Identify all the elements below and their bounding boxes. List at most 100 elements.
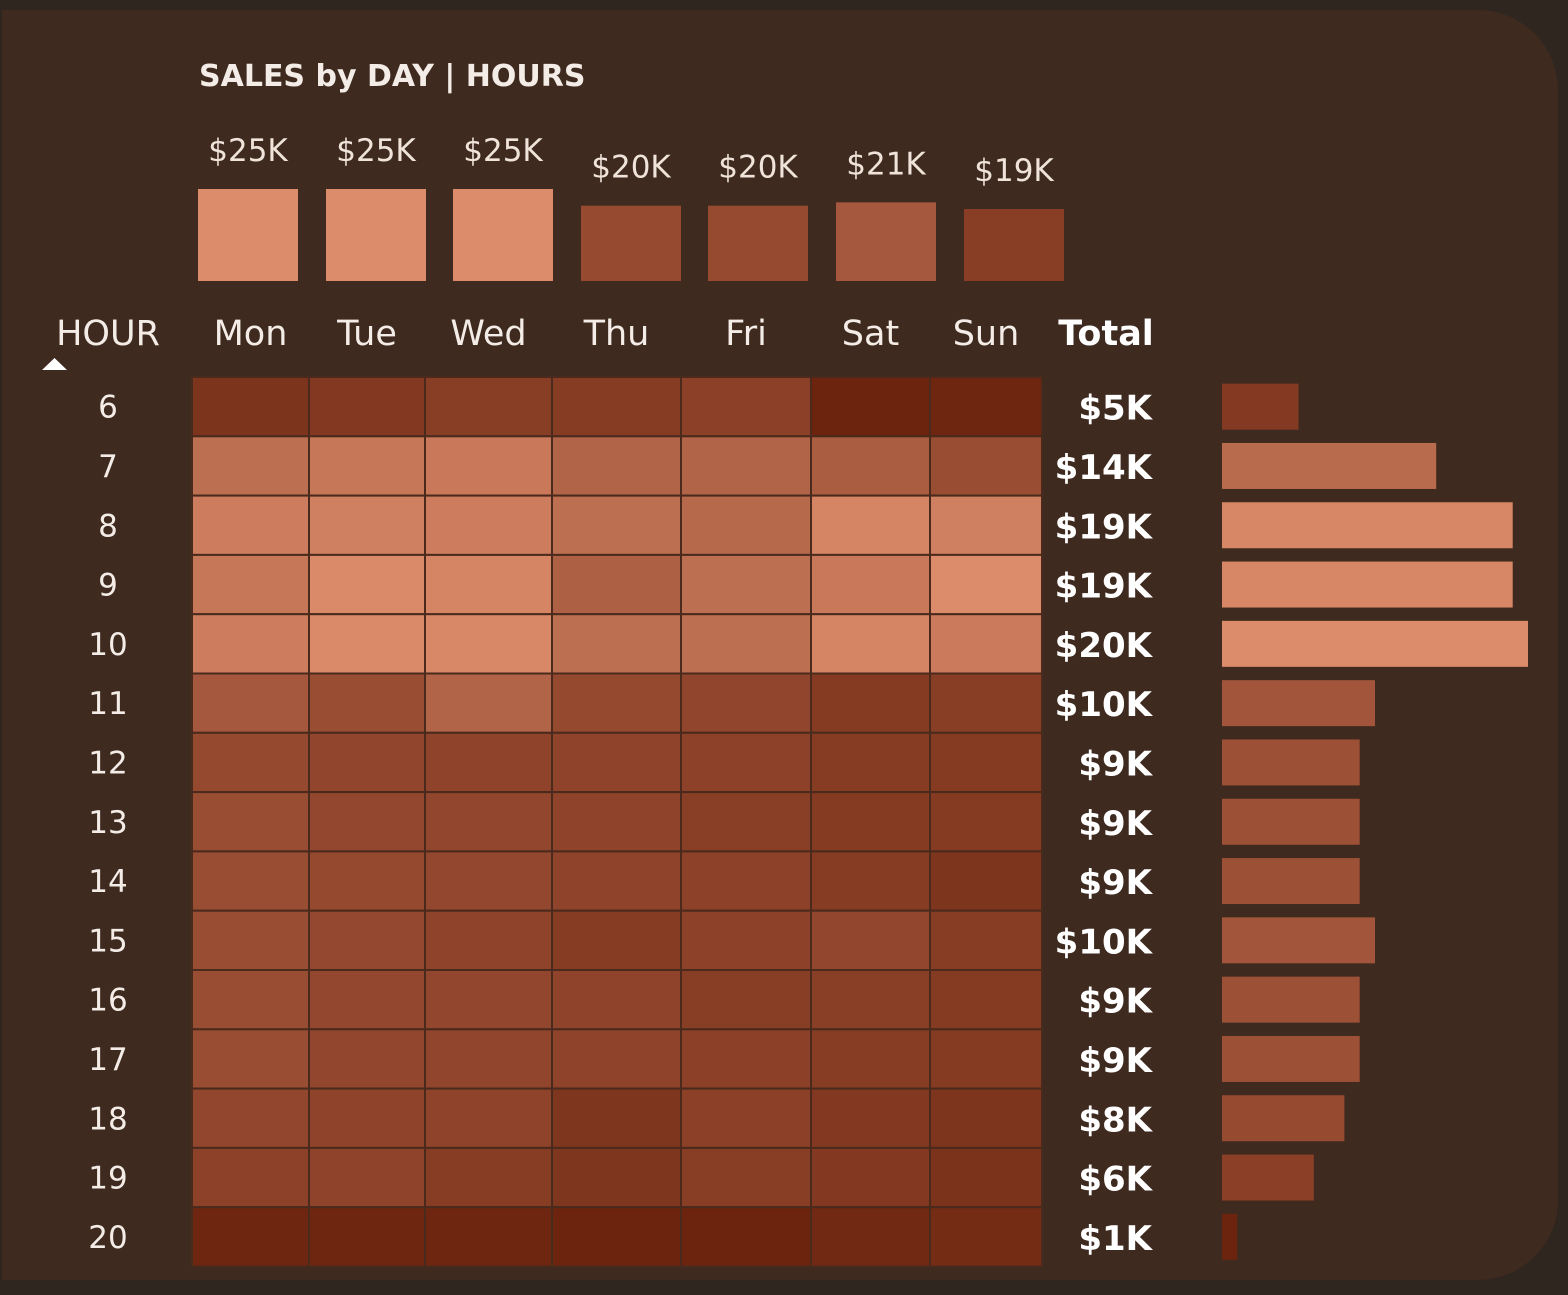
heatmap-cell-19-wed[interactable] xyxy=(424,1146,553,1209)
heatmap-cell-8-sun[interactable] xyxy=(929,494,1043,556)
heatmap-cell-17-tue[interactable] xyxy=(308,1028,426,1090)
heatmap-cell-16-tue[interactable] xyxy=(308,969,426,1031)
heatmap-cell-6-sat[interactable] xyxy=(810,376,931,438)
heatmap-cell-19-fri[interactable] xyxy=(680,1146,812,1209)
heatmap-cell-13-wed[interactable] xyxy=(424,791,553,853)
heatmap-cell-13-fri[interactable] xyxy=(680,791,812,853)
heatmap-cell-18-tue[interactable] xyxy=(308,1087,426,1149)
heatmap-cell-16-thu[interactable] xyxy=(551,969,682,1031)
heatmap-cell-8-wed[interactable] xyxy=(424,494,553,556)
heatmap-cell-9-tue[interactable] xyxy=(308,553,426,616)
heatmap-cell-8-sat[interactable] xyxy=(810,494,931,556)
heatmap-cell-10-thu[interactable] xyxy=(551,613,682,675)
heatmap-cell-11-sun[interactable] xyxy=(929,672,1043,734)
sort-ascending-icon[interactable] xyxy=(42,358,67,370)
heatmap-cell-14-tue[interactable] xyxy=(308,850,426,912)
heatmap-cell-19-mon[interactable] xyxy=(191,1146,310,1209)
heatmap-cell-20-mon[interactable] xyxy=(191,1206,310,1268)
heatmap-cell-13-sun[interactable] xyxy=(929,791,1043,853)
heatmap-cell-18-thu[interactable] xyxy=(551,1087,682,1149)
heatmap-cell-7-sun[interactable] xyxy=(929,435,1043,497)
heatmap-cell-12-fri[interactable] xyxy=(680,731,812,794)
heatmap-cell-11-mon[interactable] xyxy=(191,672,310,734)
heatmap-cell-12-sun[interactable] xyxy=(929,731,1043,794)
heatmap-cell-14-fri[interactable] xyxy=(680,850,812,912)
heatmap-cell-17-thu[interactable] xyxy=(551,1028,682,1090)
heatmap-cell-20-thu[interactable] xyxy=(551,1206,682,1268)
heatmap-cell-9-mon[interactable] xyxy=(191,553,310,616)
heatmap-cell-8-fri[interactable] xyxy=(680,494,812,556)
heatmap-cell-9-sun[interactable] xyxy=(929,553,1043,616)
heatmap-cell-6-fri[interactable] xyxy=(680,376,812,438)
heatmap-cell-11-sat[interactable] xyxy=(810,672,931,734)
heatmap-cell-18-fri[interactable] xyxy=(680,1087,812,1149)
hour-header[interactable]: HOUR xyxy=(56,314,160,354)
heatmap-cell-20-tue[interactable] xyxy=(308,1206,426,1268)
heatmap-cell-7-fri[interactable] xyxy=(680,435,812,497)
heatmap-cell-16-fri[interactable] xyxy=(680,969,812,1031)
heatmap-cell-13-thu[interactable] xyxy=(551,791,682,853)
heatmap-cell-13-tue[interactable] xyxy=(308,791,426,853)
heatmap-cell-17-sun[interactable] xyxy=(929,1028,1043,1090)
heatmap-cell-14-thu[interactable] xyxy=(551,850,682,912)
heatmap-cell-11-fri[interactable] xyxy=(680,672,812,734)
heatmap-cell-10-tue[interactable] xyxy=(308,613,426,675)
heatmap-cell-16-sat[interactable] xyxy=(810,969,931,1031)
heatmap-cell-11-wed[interactable] xyxy=(424,672,553,734)
heatmap-cell-9-wed[interactable] xyxy=(424,553,553,616)
heatmap-cell-7-tue[interactable] xyxy=(308,435,426,497)
heatmap-cell-15-tue[interactable] xyxy=(308,909,426,972)
heatmap-cell-6-mon[interactable] xyxy=(191,376,310,438)
heatmap-cell-15-thu[interactable] xyxy=(551,909,682,972)
heatmap-cell-13-sat[interactable] xyxy=(810,791,931,853)
heatmap-cell-15-sat[interactable] xyxy=(810,909,931,972)
heatmap-cell-17-fri[interactable] xyxy=(680,1028,812,1090)
heatmap-cell-15-fri[interactable] xyxy=(680,909,812,972)
heatmap-cell-7-mon[interactable] xyxy=(191,435,310,497)
heatmap-cell-7-wed[interactable] xyxy=(424,435,553,497)
heatmap-cell-16-sun[interactable] xyxy=(929,969,1043,1031)
heatmap-cell-10-mon[interactable] xyxy=(191,613,310,675)
heatmap-cell-11-thu[interactable] xyxy=(551,672,682,734)
heatmap-cell-14-wed[interactable] xyxy=(424,850,553,912)
heatmap-cell-14-mon[interactable] xyxy=(191,850,310,912)
heatmap-cell-14-sun[interactable] xyxy=(929,850,1043,912)
heatmap-cell-20-sun[interactable] xyxy=(929,1206,1043,1268)
heatmap-cell-12-mon[interactable] xyxy=(191,731,310,794)
heatmap-cell-10-sat[interactable] xyxy=(810,613,931,675)
heatmap-cell-16-wed[interactable] xyxy=(424,969,553,1031)
heatmap-cell-17-wed[interactable] xyxy=(424,1028,553,1090)
heatmap-cell-20-fri[interactable] xyxy=(680,1206,812,1268)
heatmap-cell-17-mon[interactable] xyxy=(191,1028,310,1090)
heatmap-cell-8-mon[interactable] xyxy=(191,494,310,556)
heatmap-cell-12-wed[interactable] xyxy=(424,731,553,794)
heatmap-cell-12-sat[interactable] xyxy=(810,731,931,794)
heatmap-cell-6-tue[interactable] xyxy=(308,376,426,438)
heatmap-cell-10-fri[interactable] xyxy=(680,613,812,675)
heatmap-cell-6-sun[interactable] xyxy=(929,376,1043,438)
heatmap-cell-9-thu[interactable] xyxy=(551,553,682,616)
heatmap-cell-10-wed[interactable] xyxy=(424,613,553,675)
heatmap-cell-18-mon[interactable] xyxy=(191,1087,310,1149)
heatmap-cell-9-fri[interactable] xyxy=(680,553,812,616)
heatmap-cell-9-sat[interactable] xyxy=(810,553,931,616)
heatmap-cell-12-tue[interactable] xyxy=(308,731,426,794)
heatmap-cell-6-wed[interactable] xyxy=(424,376,553,438)
heatmap-cell-15-wed[interactable] xyxy=(424,909,553,972)
heatmap-cell-8-thu[interactable] xyxy=(551,494,682,556)
heatmap-cell-19-tue[interactable] xyxy=(308,1146,426,1209)
heatmap-cell-18-sat[interactable] xyxy=(810,1087,931,1149)
heatmap-cell-7-thu[interactable] xyxy=(551,435,682,497)
heatmap-cell-20-sat[interactable] xyxy=(810,1206,931,1268)
heatmap-cell-16-mon[interactable] xyxy=(191,969,310,1031)
heatmap-cell-8-tue[interactable] xyxy=(308,494,426,556)
heatmap-cell-19-thu[interactable] xyxy=(551,1146,682,1209)
heatmap-cell-15-mon[interactable] xyxy=(191,909,310,972)
heatmap-cell-14-sat[interactable] xyxy=(810,850,931,912)
heatmap-cell-10-sun[interactable] xyxy=(929,613,1043,675)
heatmap-cell-18-sun[interactable] xyxy=(929,1087,1043,1149)
heatmap-cell-19-sun[interactable] xyxy=(929,1146,1043,1209)
heatmap-cell-11-tue[interactable] xyxy=(308,672,426,734)
heatmap-cell-7-sat[interactable] xyxy=(810,435,931,497)
heatmap-cell-18-wed[interactable] xyxy=(424,1087,553,1149)
